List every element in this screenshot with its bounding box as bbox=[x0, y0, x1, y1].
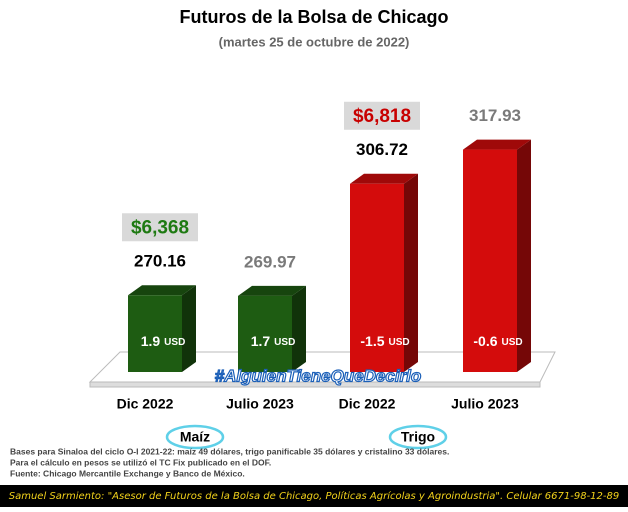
bar-side bbox=[404, 173, 418, 372]
group-label: Trigo bbox=[401, 429, 435, 445]
change-unit: USD bbox=[389, 337, 410, 348]
change-unit: USD bbox=[502, 337, 523, 348]
bar bbox=[128, 295, 182, 372]
change-label: -0.6 USD bbox=[473, 333, 522, 349]
change-unit: USD bbox=[274, 337, 295, 348]
bar bbox=[238, 295, 292, 372]
change-label: 1.7 USD bbox=[251, 333, 296, 349]
group-oval bbox=[165, 424, 225, 450]
change-unit: USD bbox=[164, 337, 185, 348]
floor-edge bbox=[89, 381, 541, 388]
group-oval bbox=[388, 424, 448, 450]
bar-side bbox=[292, 285, 306, 372]
bar-top bbox=[238, 285, 306, 296]
bar-side bbox=[517, 139, 531, 372]
price-badge bbox=[122, 213, 198, 242]
bar bbox=[463, 149, 517, 372]
bar-top bbox=[128, 285, 196, 296]
note: Fuente: Chicago Mercantile Exchange y Ba… bbox=[10, 468, 245, 478]
note: Bases para Sinaloa del ciclo O-I 2021-22… bbox=[10, 446, 449, 456]
bar-top bbox=[463, 139, 531, 150]
change-value: -0.6 bbox=[473, 333, 497, 349]
change-label: 1.9 USD bbox=[141, 333, 186, 349]
footer-bar bbox=[0, 485, 628, 507]
footer-author: Samuel Sarmiento: bbox=[9, 491, 105, 502]
change-value: 1.7 bbox=[251, 333, 271, 349]
price-label: $6,818 bbox=[353, 106, 411, 127]
change-value: -1.5 bbox=[360, 333, 384, 349]
change-value: 1.9 bbox=[141, 333, 161, 349]
bar-top bbox=[350, 173, 418, 184]
price-badge bbox=[344, 101, 420, 130]
chart-title: Futuros de la Bolsa de Chicago bbox=[179, 7, 448, 27]
value-label: 270.16 bbox=[134, 252, 186, 271]
x-tick-label: Julio 2023 bbox=[226, 396, 294, 412]
watermark: #AlguienTieneQueDecirlo bbox=[215, 366, 422, 385]
x-tick-label: Dic 2022 bbox=[339, 396, 396, 412]
note: Para el cálculo en pesos se utilizó el T… bbox=[10, 457, 271, 467]
x-tick-label: Julio 2023 bbox=[451, 396, 519, 412]
footer-text: "Asesor de Futuros de la Bolsa de Chicag… bbox=[104, 490, 619, 502]
value-label: 317.93 bbox=[469, 106, 521, 125]
price-label: $6,368 bbox=[131, 217, 189, 238]
footer: Samuel Sarmiento: "Asesor de Futuros de … bbox=[9, 490, 620, 502]
bar bbox=[350, 183, 404, 372]
x-tick-label: Dic 2022 bbox=[117, 396, 174, 412]
bar-side bbox=[182, 285, 196, 372]
value-label: 306.72 bbox=[356, 140, 408, 159]
change-label: -1.5 USD bbox=[360, 333, 409, 349]
chart-subtitle: (martes 25 de octubre de 2022) bbox=[219, 34, 410, 49]
group-label: Maíz bbox=[180, 429, 210, 445]
value-label: 269.97 bbox=[244, 252, 296, 271]
